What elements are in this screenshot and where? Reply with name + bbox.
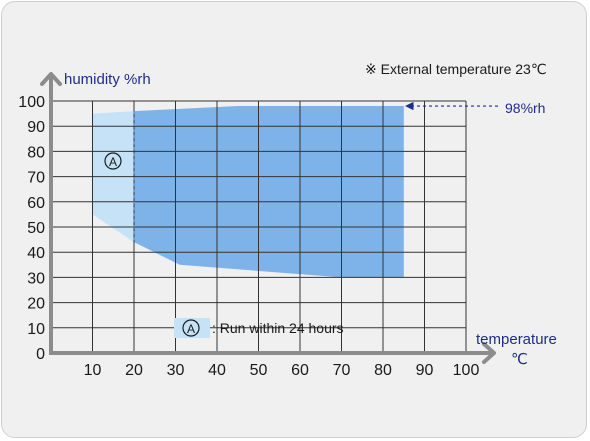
y-tick-label: 20: [27, 296, 45, 313]
x-tick-label: 40: [208, 362, 226, 379]
y-tick-label: 0: [36, 346, 45, 363]
x-tick-label: 100: [453, 362, 480, 379]
x-tick-label: 20: [125, 362, 143, 379]
x-axis-label: temperature: [476, 331, 557, 348]
legend-swatch: [174, 318, 210, 338]
y-tick-label: 70: [27, 170, 45, 187]
x-tick-label: 10: [84, 362, 102, 379]
region-continuous: [134, 106, 404, 278]
region-a-marker-letter: A: [109, 155, 117, 169]
y-tick-label: 100: [18, 94, 45, 111]
y-tick-label: 50: [27, 220, 45, 237]
axes: [40, 72, 496, 364]
y-tick-label: 90: [27, 119, 45, 136]
x-axis-unit: ℃: [511, 351, 528, 368]
y-tick-label: 30: [27, 270, 45, 287]
x-tick-label: 70: [333, 362, 351, 379]
x-tick-label: 30: [167, 362, 185, 379]
x-tick-label: 50: [250, 362, 268, 379]
legend-text: : Run within 24 hours: [212, 320, 344, 336]
y-tick-label: 60: [27, 195, 45, 212]
legend: A : Run within 24 hours: [174, 318, 344, 338]
external-temperature-note: ※ External temperature 23℃: [365, 61, 547, 77]
x-tick-label: 90: [416, 362, 434, 379]
x-tick-label: 80: [374, 362, 392, 379]
y-tick-label: 40: [27, 245, 45, 262]
x-axis-arrow: [482, 342, 496, 364]
y-tick-label: 10: [27, 321, 45, 338]
x-tick-label: 60: [291, 362, 309, 379]
y-tick-label: 80: [27, 144, 45, 161]
region-a-marker: A: [104, 152, 122, 170]
legend-marker-letter: A: [187, 322, 195, 336]
max-humidity-label: 98%rh: [505, 100, 545, 116]
y-axis-label: humidity %rh: [64, 71, 151, 88]
